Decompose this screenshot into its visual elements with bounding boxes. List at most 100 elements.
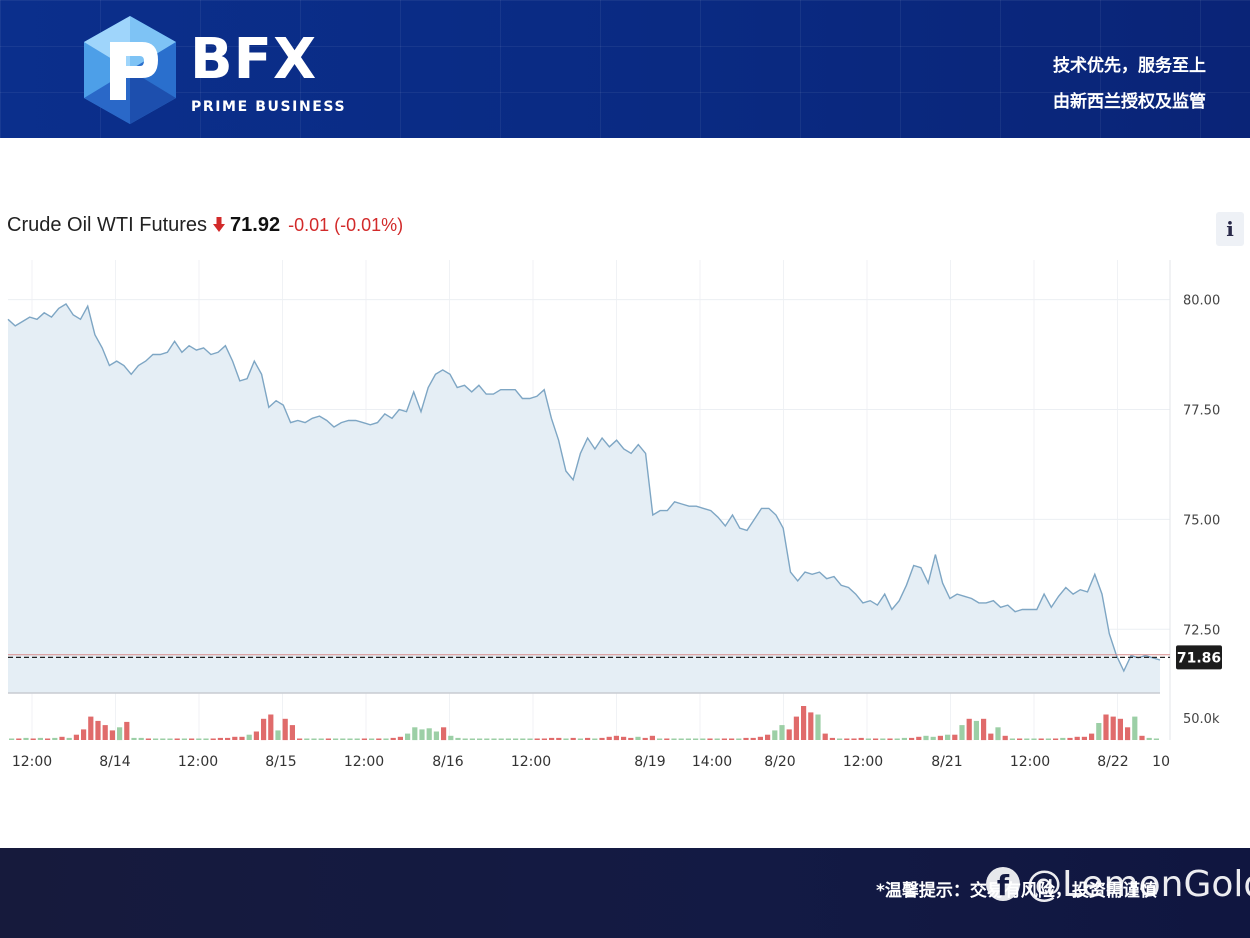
volume-bar [721,738,727,740]
volume-bar [203,738,209,740]
volume-bar [1038,738,1044,740]
volume-bar [621,736,627,740]
volume-bar [340,738,346,740]
volume-bar [73,734,79,740]
banner-grid-pattern [0,0,1250,138]
volume-bar [109,730,115,740]
volume-bar [95,720,101,740]
x-tick-label: 8/16 [432,754,464,770]
volume-bar [685,738,691,740]
volume-bar [405,733,411,740]
volume-bar [153,738,159,740]
volume-bar [1017,738,1023,740]
volume-bar [599,737,605,740]
volume-bar [779,725,785,740]
volume-bar [793,716,799,740]
brand-tagline: PRIME BUSINESS [191,99,347,115]
volume-bar [1117,718,1123,741]
volume-bar [707,738,713,740]
volume-bar [1096,723,1102,740]
volume-bar [585,737,591,740]
volume-bar [160,738,166,740]
volume-bar [952,734,958,740]
volume-bar [333,738,339,740]
x-tick-label: 10 [1152,754,1170,770]
symbol-name[interactable]: Crude Oil WTI Futures [7,213,208,236]
x-axis: 12:00 8/14 12:00 8/15 12:00 8/16 12:00 8/19 14:0… [12,754,1170,770]
volume-bar [174,738,180,740]
volume-bar [239,736,245,740]
volume-bar [815,714,821,740]
volume-bar [383,738,389,740]
volume-bar [1031,738,1037,740]
volume-bar [66,737,72,740]
x-tick-label: 8/21 [931,754,962,770]
info-button[interactable]: i [1216,212,1244,246]
volume-bar [570,737,576,740]
volume-bar [966,718,972,741]
volume-bar [462,738,468,740]
x-tick-label: 12:00 [843,754,883,770]
volume-bar [937,735,943,741]
volume-bar [916,736,922,740]
x-tick-label: 12:00 [12,754,52,770]
volume-bar [534,738,540,740]
volume-bar [376,738,382,740]
volume-bar [491,738,497,740]
volume-bar [858,737,864,740]
volume-bar [930,736,936,740]
volume-bar [225,737,231,740]
volume-bar [354,738,360,740]
volume-bar [527,738,533,740]
volume-bar [549,737,555,740]
volume-bar [419,729,425,740]
footer-banner [0,848,1250,938]
volume-bar [232,736,238,740]
volume-bar [117,727,123,741]
volume-bar [678,738,684,740]
volume-bar [520,738,526,740]
x-tick-label: 8/19 [634,754,665,770]
volume-bar [268,714,274,740]
y-tick-label: 72.50 [1183,623,1220,638]
volume-bar [635,736,641,740]
volume-bar [664,738,670,740]
volume-bar [477,738,483,740]
volume-bar [995,727,1001,741]
volume-bar [505,738,511,740]
brand-name: BFX [190,27,318,92]
volume-bar [1009,738,1015,740]
volume-bar [822,733,828,740]
price-line [7,303,1161,673]
volume-bar [765,734,771,740]
volume-bar [196,738,202,740]
volume-bar [873,738,879,740]
volume-bar [88,716,94,740]
volume-bar [167,738,173,740]
volume-bar [772,730,778,740]
volume-bar [513,738,519,740]
watermark-handle: @LemonGold [1026,863,1250,905]
volume-bar [347,738,353,740]
volume-bar [9,738,15,740]
volume-bar [311,738,317,740]
volume-bar [448,735,454,741]
volume-bar [1045,738,1051,740]
volume-bar [736,738,742,740]
y-tick-label: 77.50 [1183,403,1220,418]
volume-bar [901,737,907,740]
price-change: -0.01 (-0.01%) [288,214,404,235]
volume-bar [282,718,288,741]
volume-bar [37,737,43,740]
volume-bar [923,735,929,741]
volume-bar [642,737,648,740]
volume-bar [628,737,634,740]
volume-bar [837,738,843,740]
volume-bar [441,727,447,741]
last-value-label-text: 71.86 [1177,650,1221,666]
volume-bar [1103,714,1109,740]
volume-bar [318,738,324,740]
header-banner: BFX PRIME BUSINESS 技术优先，服务至上 由新西兰授权及监管 [0,0,1250,138]
volume-bar [138,737,144,740]
